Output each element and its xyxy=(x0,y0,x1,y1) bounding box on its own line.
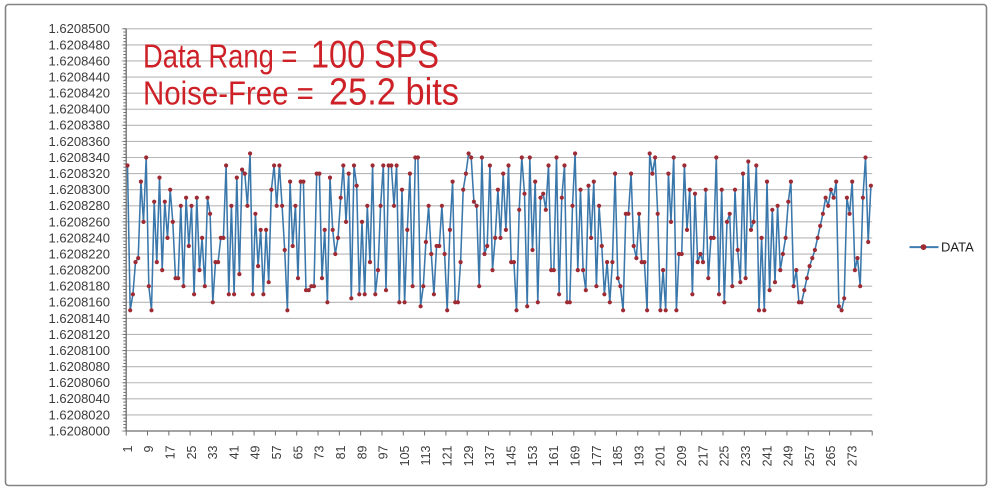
svg-text:1.6208400: 1.6208400 xyxy=(49,102,110,117)
svg-text:1.6208080: 1.6208080 xyxy=(49,359,110,374)
svg-text:1.6208220: 1.6208220 xyxy=(49,246,110,261)
svg-text:1.6208260: 1.6208260 xyxy=(49,214,110,229)
svg-text:169: 169 xyxy=(568,445,582,466)
svg-text:25: 25 xyxy=(185,445,199,459)
svg-text:177: 177 xyxy=(590,445,604,466)
svg-text:1.6208000: 1.6208000 xyxy=(49,423,110,438)
svg-text:9: 9 xyxy=(142,445,156,452)
svg-text:1.6208480: 1.6208480 xyxy=(49,37,110,52)
svg-text:209: 209 xyxy=(675,445,689,466)
svg-text:1.6208100: 1.6208100 xyxy=(49,343,110,358)
svg-text:193: 193 xyxy=(632,445,646,466)
svg-text:97: 97 xyxy=(377,445,391,459)
svg-text:1.6208500: 1.6208500 xyxy=(49,21,110,36)
svg-text:185: 185 xyxy=(611,445,625,466)
svg-text:153: 153 xyxy=(526,445,540,466)
svg-text:249: 249 xyxy=(782,445,796,466)
svg-text:1.6208380: 1.6208380 xyxy=(49,118,110,133)
svg-text:225: 225 xyxy=(718,445,732,466)
svg-text:1.6208280: 1.6208280 xyxy=(49,198,110,213)
svg-text:1.6208320: 1.6208320 xyxy=(49,166,110,181)
svg-text:105: 105 xyxy=(398,445,412,466)
svg-text:1.6208420: 1.6208420 xyxy=(49,86,110,101)
svg-text:1.6208240: 1.6208240 xyxy=(49,230,110,245)
svg-text:89: 89 xyxy=(355,445,369,459)
svg-text:1.6208040: 1.6208040 xyxy=(49,391,110,406)
svg-text:57: 57 xyxy=(270,445,284,459)
svg-text:257: 257 xyxy=(803,445,817,466)
svg-text:1.6208120: 1.6208120 xyxy=(49,327,110,342)
svg-text:1.6208060: 1.6208060 xyxy=(49,375,110,390)
svg-text:25.2 bits: 25.2 bits xyxy=(329,72,459,114)
svg-text:49: 49 xyxy=(249,445,263,459)
svg-text:1.6208160: 1.6208160 xyxy=(49,295,110,310)
svg-text:113: 113 xyxy=(419,445,433,465)
svg-text:161: 161 xyxy=(547,445,561,466)
svg-text:1.6208340: 1.6208340 xyxy=(49,150,110,165)
svg-text:217: 217 xyxy=(696,445,710,466)
svg-text:73: 73 xyxy=(313,445,327,459)
svg-text:233: 233 xyxy=(739,445,753,466)
svg-text:145: 145 xyxy=(504,445,518,466)
svg-text:1.6208020: 1.6208020 xyxy=(49,407,110,422)
svg-text:241: 241 xyxy=(760,445,774,466)
svg-text:1.6208360: 1.6208360 xyxy=(49,134,110,149)
svg-text:33: 33 xyxy=(206,445,220,459)
svg-text:1: 1 xyxy=(121,445,135,452)
svg-text:1.6208460: 1.6208460 xyxy=(49,53,110,68)
svg-text:265: 265 xyxy=(824,445,838,466)
svg-text:129: 129 xyxy=(462,445,476,466)
svg-text:Data Rang =: Data Rang = xyxy=(143,39,305,76)
svg-text:Noise-Free =: Noise-Free = xyxy=(143,75,322,112)
svg-text:1.6208140: 1.6208140 xyxy=(49,311,110,326)
svg-text:65: 65 xyxy=(291,445,305,459)
svg-text:273: 273 xyxy=(846,445,860,466)
svg-text:1.6208440: 1.6208440 xyxy=(49,69,110,84)
svg-text:17: 17 xyxy=(163,445,177,459)
svg-text:81: 81 xyxy=(334,445,348,459)
svg-text:41: 41 xyxy=(227,445,241,459)
svg-text:121: 121 xyxy=(441,445,455,466)
svg-text:DATA: DATA xyxy=(941,240,974,255)
svg-text:100 SPS: 100 SPS xyxy=(311,34,439,77)
svg-text:1.6208300: 1.6208300 xyxy=(49,182,110,197)
svg-text:137: 137 xyxy=(483,445,497,466)
svg-text:1.6208200: 1.6208200 xyxy=(49,263,110,278)
svg-text:201: 201 xyxy=(654,445,668,466)
svg-text:1.6208180: 1.6208180 xyxy=(49,279,110,294)
